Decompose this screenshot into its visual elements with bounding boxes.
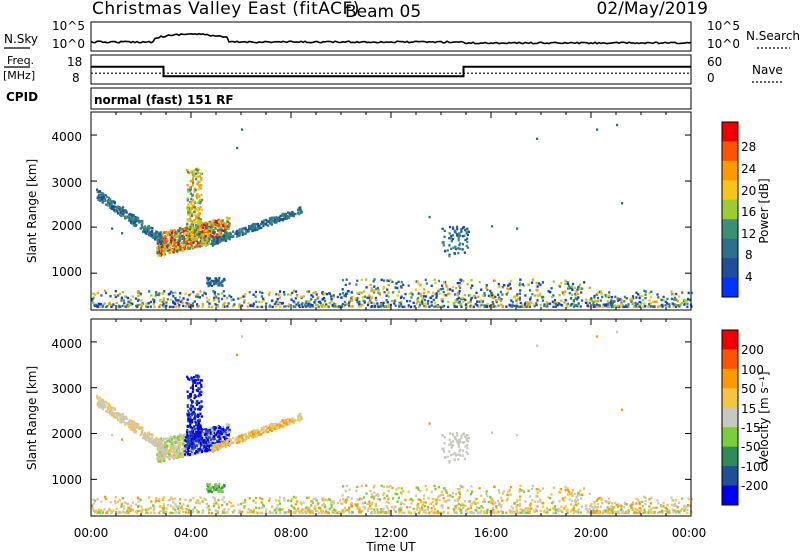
freq-label-line2: [MHz]	[3, 69, 35, 82]
nsearch-label: N.Search	[746, 29, 800, 43]
power-xticks	[90, 112, 692, 310]
power-scatter	[91, 123, 693, 309]
power-cb-tick-8: 8	[745, 248, 753, 262]
cpid-panel: CPID normal (fast) 151 RF	[6, 87, 692, 110]
xtick-1600: 16:00	[474, 526, 509, 540]
vel-cb-tick-m100: -100	[741, 460, 768, 474]
nsearch-tick-low: 10^0	[707, 37, 740, 51]
vel-cb-tick-15: 15	[741, 402, 756, 416]
nsky-panel-frame	[90, 21, 692, 52]
power-yticks	[91, 134, 691, 274]
cpid-label: CPID	[6, 90, 38, 104]
freq-panel-frame	[90, 54, 692, 85]
power-colorbar	[722, 122, 738, 298]
power-ylabel: Slant Range [km]	[25, 159, 39, 263]
velocity-ylabel: Slant Range [km]	[25, 366, 39, 470]
nsky-label: N.Sky	[4, 32, 38, 46]
nsky-tick-high: 10^5	[52, 19, 85, 33]
power-ytick-4000: 4000	[51, 130, 82, 144]
velocity-colorbar	[722, 330, 738, 506]
xtick-2000: 20:00	[574, 526, 609, 540]
xtick-1200: 12:00	[374, 526, 409, 540]
header-title: Christmas Valley East (fitACF)	[92, 0, 360, 19]
velocity-scatter	[91, 330, 693, 515]
xtick-0800: 08:00	[274, 526, 309, 540]
nave-tick-low: 0	[707, 71, 715, 85]
velocity-ytick-4000: 4000	[51, 337, 82, 351]
power-cb-tick-28: 28	[741, 140, 756, 154]
power-ytick-1000: 1000	[51, 265, 82, 279]
velocity-colorbar-frame	[721, 329, 739, 506]
velocity-xticks	[90, 319, 692, 516]
velocity-cb-label: Velocity [m s⁻¹]	[757, 371, 771, 464]
power-colorbar-frame	[721, 121, 739, 298]
header-beam: Beam 05	[345, 2, 421, 22]
velocity-ytick-2000: 2000	[51, 427, 82, 441]
power-ytick-3000: 3000	[51, 176, 82, 190]
velocity-yticks	[91, 341, 691, 480]
xlabel: Time UT	[365, 540, 416, 554]
freq-label-line1: Freq.	[7, 54, 34, 67]
power-cb-tick-12: 12	[741, 227, 756, 241]
xtick-0000: 00:00	[74, 526, 109, 540]
power-cb-label: Power [dB]	[757, 178, 771, 243]
xtick-2400: 00:00	[672, 526, 707, 540]
nsky-tick-low: 10^0	[52, 37, 85, 51]
header-date: 02/May/2019	[597, 0, 709, 19]
vel-cb-tick-m50: -50	[741, 440, 761, 454]
freq-tick-high: 18	[67, 55, 82, 69]
power-ytick-2000: 2000	[51, 219, 82, 233]
vel-cb-tick-200: 200	[741, 343, 764, 357]
vel-cb-tick-m15: -15	[741, 421, 761, 435]
nsearch-tick-high: 10^5	[707, 19, 740, 33]
vel-cb-tick-50: 50	[741, 382, 756, 396]
nsky-series	[90, 32, 692, 45]
power-cb-tick-20: 20	[741, 184, 756, 198]
nave-label: Nave	[752, 63, 783, 77]
nave-tick-high: 60	[707, 55, 722, 69]
velocity-panel: Slant Range [km] 1000 2000 3000 4000 00:…	[25, 318, 771, 554]
power-cb-tick-16: 16	[741, 205, 756, 219]
freq-series	[91, 65, 691, 78]
nsky-panel: N.Sky 10^5 10^0 10^5 10^0 N.Search	[4, 19, 800, 52]
freq-panel: Freq. [MHz] 18 8 60 0 Nave	[3, 54, 783, 85]
vel-cb-tick-m200: -200	[741, 479, 768, 493]
vel-cb-tick-100: 100	[741, 363, 764, 377]
xtick-0400: 04:00	[174, 526, 209, 540]
velocity-ytick-3000: 3000	[51, 382, 82, 396]
power-cb-tick-4: 4	[745, 270, 753, 284]
cpid-panel-frame	[90, 87, 692, 110]
velocity-ytick-1000: 1000	[51, 473, 82, 487]
cpid-value: normal (fast) 151 RF	[94, 93, 234, 107]
power-cb-tick-24: 24	[741, 162, 756, 176]
power-panel: Slant Range [km] 1000 2000 3000 4000 28 …	[25, 111, 771, 311]
freq-tick-low: 8	[72, 71, 80, 85]
